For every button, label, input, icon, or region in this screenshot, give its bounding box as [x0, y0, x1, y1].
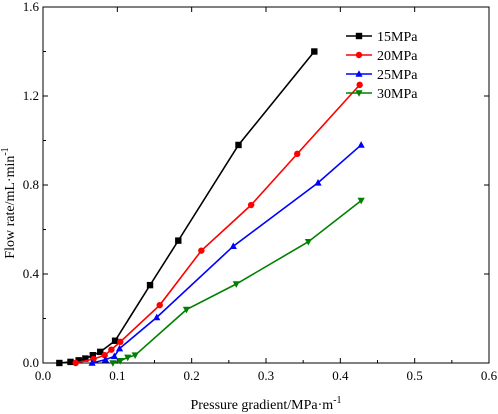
legend-marker: [355, 32, 363, 40]
plot-frame: [42, 6, 490, 364]
data-point: [146, 281, 154, 289]
legend-marker: [355, 51, 363, 59]
x-tick-label: 0.4: [332, 368, 349, 383]
y-tick-label: 1.2: [23, 88, 39, 103]
legend-item: 15MPa: [346, 30, 418, 45]
x-axis-title: Pressure gradient/MPa·m-1: [190, 395, 341, 413]
y-tick-label: 0.8: [23, 177, 39, 192]
legend-label: 25MPa: [377, 68, 418, 83]
y-tick-label: 1.6: [23, 0, 40, 14]
x-tick-label: 0.2: [184, 368, 200, 383]
series-20MPa: [72, 81, 363, 367]
legend-label: 30MPa: [377, 87, 418, 102]
data-point: [356, 81, 363, 89]
data-point: [110, 352, 118, 360]
data-point: [304, 238, 312, 246]
x-tick-label: 0.3: [258, 368, 274, 383]
y-axis-title: Flow rate/mL·min-1: [0, 147, 18, 258]
data-point: [115, 344, 124, 352]
data-point: [82, 355, 89, 362]
data-point: [175, 237, 182, 244]
data-point: [294, 150, 301, 158]
data-point: [153, 313, 161, 321]
legend-label: 15MPa: [377, 30, 418, 45]
data-point: [198, 247, 205, 254]
y-tick-label: 0.4: [23, 266, 40, 281]
x-tick-label: 0.0: [35, 368, 51, 383]
data-point: [117, 338, 124, 346]
data-point: [108, 346, 115, 353]
data-point: [156, 301, 163, 309]
legend: 15MPa 20MPa 25MPa 30MPa: [346, 30, 418, 102]
data-point: [101, 352, 108, 359]
data-point: [101, 355, 110, 363]
data-point: [111, 337, 119, 344]
data-point: [97, 348, 104, 356]
data-point: [56, 359, 63, 367]
x-tick-label: 0.1: [109, 368, 125, 383]
data-point: [124, 354, 132, 362]
data-point: [247, 201, 255, 209]
data-point: [311, 48, 318, 55]
plot-border: [42, 6, 490, 364]
series-30MPa: [109, 197, 365, 367]
data-point: [131, 352, 139, 360]
series-layer: [56, 48, 365, 367]
data-point: [182, 306, 191, 314]
data-point: [232, 281, 240, 288]
data-point: [72, 359, 79, 367]
x-tick-label: 0.5: [407, 368, 423, 383]
data-point: [229, 242, 237, 249]
data-point: [357, 141, 365, 148]
legend-marker: [355, 70, 363, 77]
data-point: [235, 141, 242, 149]
series-line: [75, 84, 361, 364]
data-point: [88, 359, 96, 366]
x-axis: 0.0 0.1 0.2 0.3 0.4 0.5 0.6: [35, 7, 498, 383]
data-point: [109, 360, 117, 367]
series-15MPa: [56, 48, 318, 367]
data-point: [89, 352, 97, 359]
series-25MPa: [88, 141, 365, 366]
legend-item: 25MPa: [346, 68, 418, 83]
data-point: [67, 358, 74, 366]
data-point: [357, 197, 365, 205]
legend-item: 30MPa: [346, 87, 418, 102]
data-point: [116, 357, 124, 365]
data-point: [314, 178, 322, 186]
x-tick-label: 0.6: [481, 368, 498, 383]
data-point: [75, 357, 82, 364]
legend-label: 20MPa: [377, 49, 418, 64]
y-axis: 0.0 0.4 0.8 1.2 1.6: [23, 0, 489, 370]
legend-item: 20MPa: [346, 49, 418, 64]
series-line: [59, 50, 315, 364]
y-tick-label: 0.0: [23, 355, 39, 370]
legend-marker: [355, 90, 363, 97]
